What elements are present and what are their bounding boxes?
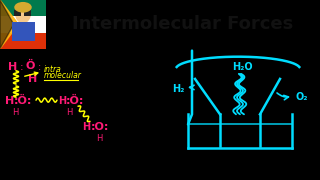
Text: H: H <box>96 134 102 143</box>
Text: :O:: :O: <box>91 122 109 132</box>
Text: H₂: H₂ <box>172 84 184 94</box>
Text: Ö: Ö <box>26 61 36 71</box>
Text: H: H <box>82 122 90 132</box>
Bar <box>0 16 46 33</box>
Text: intra: intra <box>44 65 62 74</box>
Polygon shape <box>0 0 19 49</box>
Ellipse shape <box>15 4 31 23</box>
Text: H: H <box>58 96 66 106</box>
Polygon shape <box>0 0 14 49</box>
Text: H: H <box>12 108 18 117</box>
Text: molecular: molecular <box>44 71 82 80</box>
Bar <box>0 0 46 49</box>
Text: H: H <box>8 62 17 72</box>
Bar <box>14 10 21 15</box>
Bar <box>12 22 35 41</box>
Text: :Ö:: :Ö: <box>14 96 32 106</box>
Text: O₂: O₂ <box>295 92 308 102</box>
Text: H: H <box>5 96 14 106</box>
Bar <box>24 10 31 15</box>
Text: H₂O: H₂O <box>232 62 252 72</box>
Text: :: : <box>20 62 24 72</box>
Text: :: : <box>38 62 41 72</box>
Bar <box>0 0 46 16</box>
Bar <box>0 33 46 49</box>
Text: H: H <box>66 108 72 117</box>
Text: Intermolecular Forces: Intermolecular Forces <box>72 15 294 33</box>
Text: :Ö:: :Ö: <box>66 96 84 106</box>
Ellipse shape <box>14 2 32 13</box>
Text: H: H <box>28 74 37 84</box>
